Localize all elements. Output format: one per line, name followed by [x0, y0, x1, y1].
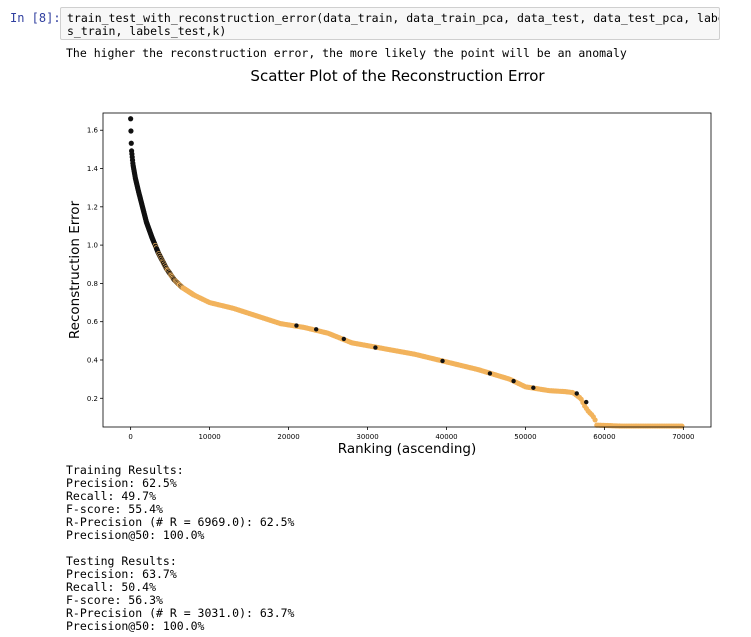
output-message: The higher the reconstruction error, the…: [66, 46, 627, 60]
anomaly-point: [511, 378, 516, 384]
x-tick-label: 40000: [435, 433, 457, 441]
testing-precision: Precision: 63.7%: [66, 567, 177, 581]
training-results: Training Results: Precision: 62.5% Recal…: [66, 464, 294, 542]
anomaly-point: [487, 371, 493, 376]
anomaly-point: [341, 336, 347, 342]
testing-results: Testing Results: Precision: 63.7% Recall…: [66, 555, 294, 633]
testing-fscore: F-score: 56.3%: [66, 593, 163, 607]
testing-rprecision: R-Precision (# R = 3031.0): 63.7%: [66, 606, 295, 620]
training-rprecision: R-Precision (# R = 6969.0): 62.5%: [66, 515, 295, 529]
y-tick-label: 1.2: [87, 203, 98, 211]
code-cell-input[interactable]: train_test_with_reconstruction_error(dat…: [60, 7, 720, 40]
x-tick-label: 10000: [198, 433, 220, 441]
training-header: Training Results:: [66, 463, 184, 477]
data-point: [128, 128, 134, 134]
x-tick-label: 50000: [514, 433, 536, 441]
data-point: [128, 140, 134, 146]
testing-recall: Recall: 50.4%: [66, 580, 157, 594]
data-point: [128, 116, 134, 122]
anomaly-point: [574, 391, 579, 396]
chart-title: Scatter Plot of the Reconstruction Error: [250, 67, 545, 85]
training-precision50: Precision@50: 100.0%: [66, 528, 205, 542]
x-tick-label: 30000: [356, 433, 378, 441]
anomaly-point: [531, 385, 536, 390]
plot-frame: [102, 112, 712, 428]
y-tick-label: 0.6: [87, 318, 99, 326]
y-axis-label: Reconstruction Error: [67, 200, 83, 339]
y-tick-label: 1.0: [87, 242, 98, 250]
code-line-2: s_train, labels_test,k): [67, 24, 227, 38]
x-tick-label: 60000: [593, 433, 615, 441]
anomaly-point: [440, 358, 445, 364]
x-tick-label: 0: [128, 433, 132, 441]
data-point: [592, 417, 598, 423]
code-line-1: train_test_with_reconstruction_error(dat…: [67, 11, 720, 25]
anomaly-point: [373, 345, 378, 350]
y-tick-label: 1.4: [87, 165, 99, 173]
y-tick-label: 0.4: [87, 356, 99, 364]
y-tick-label: 0.8: [87, 280, 98, 288]
y-tick-label: 1.6: [87, 127, 99, 135]
anomaly-point: [294, 323, 299, 328]
y-tick-label: 0.2: [87, 395, 98, 403]
training-precision: Precision: 62.5%: [66, 476, 177, 490]
testing-header: Testing Results:: [66, 554, 177, 568]
x-axis-label: Ranking (ascending): [338, 441, 476, 457]
x-tick-label: 70000: [672, 433, 694, 441]
testing-precision50: Precision@50: 100.0%: [66, 619, 205, 633]
training-fscore: F-score: 55.4%: [66, 502, 163, 516]
x-tick-label: 20000: [277, 433, 299, 441]
anomaly-point: [584, 399, 589, 405]
cell-prompt: In [8]:: [10, 11, 61, 25]
anomaly-point: [313, 327, 319, 332]
training-recall: Recall: 49.7%: [66, 489, 157, 503]
